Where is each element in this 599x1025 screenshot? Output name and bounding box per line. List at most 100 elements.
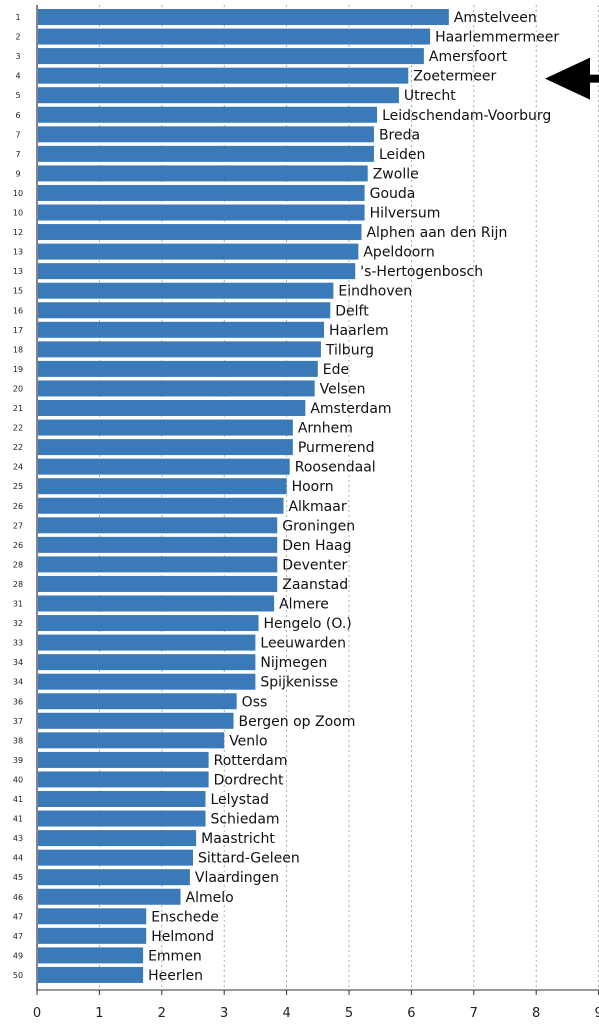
rank-label: 40	[13, 775, 23, 784]
bar	[38, 849, 193, 866]
rank-label: 31	[13, 600, 23, 609]
bar	[38, 791, 206, 807]
bar	[38, 145, 374, 162]
city-label: Utrecht	[404, 88, 456, 104]
rank-label: 34	[13, 658, 23, 667]
bar	[38, 48, 424, 65]
x-tick-label: 5	[345, 1006, 353, 1021]
city-label: Vlaardingen	[195, 870, 279, 886]
city-label: Amersfoort	[429, 49, 508, 65]
rank-label: 26	[13, 502, 23, 511]
bar	[38, 106, 378, 123]
bar	[38, 321, 325, 338]
bar	[38, 126, 374, 143]
rank-label: 39	[13, 756, 23, 765]
rank-label: 25	[13, 482, 23, 491]
city-label: Helmond	[151, 929, 214, 945]
rank-label: 50	[13, 971, 23, 980]
x-tick-label: 1	[95, 1006, 103, 1021]
bar	[38, 478, 287, 495]
city-label: Hoorn	[292, 479, 334, 495]
city-label: Purmerend	[298, 440, 375, 456]
bar	[38, 400, 306, 416]
city-label: Schiedam	[210, 812, 279, 828]
rank-label: 7	[15, 150, 20, 159]
bar	[38, 595, 275, 612]
rank-label: 24	[13, 463, 23, 472]
rank-label: 17	[13, 326, 23, 335]
bar	[38, 575, 278, 592]
bar	[38, 615, 259, 632]
rank-label: 44	[13, 854, 23, 863]
rank-label: 16	[13, 306, 23, 315]
rank-label: 41	[13, 815, 23, 824]
rank-label: 12	[13, 228, 23, 237]
rank-label: 41	[13, 795, 23, 804]
rank-label: 47	[13, 912, 23, 921]
bar	[38, 439, 293, 456]
bar	[38, 341, 321, 358]
rank-label: 28	[13, 560, 23, 569]
city-label: Ede	[323, 362, 349, 378]
bar	[38, 947, 144, 964]
bar	[38, 380, 315, 397]
rank-label: 22	[13, 424, 23, 433]
bar	[38, 810, 206, 827]
bar	[38, 732, 225, 749]
bar	[38, 712, 234, 729]
arrow-shaft	[588, 74, 599, 83]
rank-label: 1	[15, 13, 20, 22]
bar	[38, 165, 368, 182]
bar	[38, 419, 293, 436]
bar	[38, 282, 334, 299]
rank-label: 10	[13, 189, 23, 198]
city-label: Alkmaar	[288, 499, 346, 515]
x-tick-label: 4	[282, 1006, 290, 1021]
bar	[38, 536, 278, 553]
city-label: Leidschendam-Voorburg	[382, 108, 551, 124]
bar	[38, 243, 359, 260]
city-label: 's-Hertogenbosch	[360, 264, 483, 280]
bar	[38, 966, 144, 983]
bar	[38, 830, 197, 847]
bar	[38, 693, 237, 710]
city-label: Leeuwarden	[260, 636, 346, 652]
x-tick-label: 8	[532, 1006, 540, 1021]
city-label: Den Haag	[282, 538, 351, 554]
bar	[38, 654, 256, 671]
city-label: Hilversum	[370, 206, 441, 222]
city-label: Alphen aan den Rijn	[366, 225, 507, 241]
rank-label: 46	[13, 893, 23, 902]
city-label: Zoetermeer	[413, 69, 496, 85]
city-label: Delft	[335, 303, 369, 319]
bar	[38, 263, 356, 280]
bar	[38, 634, 256, 651]
rank-label: 6	[15, 111, 20, 120]
bar	[38, 497, 284, 514]
bar	[38, 360, 318, 377]
city-label: Haarlemmermeer	[435, 30, 559, 46]
city-label: Maastricht	[201, 831, 275, 847]
rank-label: 7	[15, 130, 20, 139]
x-tick-label: 7	[470, 1006, 478, 1021]
city-label: Zaanstad	[282, 577, 348, 593]
city-label: Velsen	[320, 381, 366, 397]
rank-label: 20	[13, 384, 23, 393]
city-label: Apeldoorn	[363, 245, 434, 261]
city-labels: Amstelveen Haarlemmermeer Amersfoort Zoeter…	[148, 10, 559, 984]
bar	[38, 458, 290, 475]
city-label: Nijmegen	[260, 655, 327, 671]
x-tick-label: 2	[158, 1006, 166, 1021]
rank-label: 5	[15, 91, 20, 100]
bar	[38, 751, 209, 768]
bar	[38, 888, 181, 905]
rank-label: 21	[13, 404, 23, 413]
rank-label: 4	[15, 72, 20, 81]
city-label: Zwolle	[373, 166, 419, 182]
city-label: Leiden	[379, 147, 425, 163]
bar	[38, 673, 256, 690]
bar	[38, 67, 409, 84]
rank-label: 13	[13, 248, 23, 257]
